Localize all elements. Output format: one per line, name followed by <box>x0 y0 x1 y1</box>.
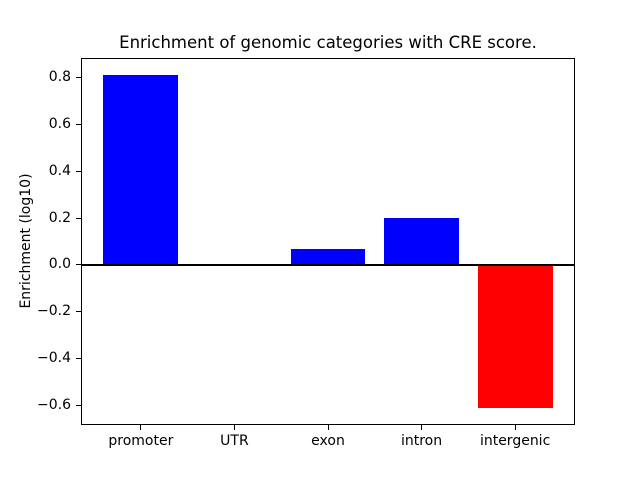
bar-exon <box>290 248 366 265</box>
y-tick-label: −0.6 <box>37 397 71 414</box>
x-tick-mark <box>327 425 329 430</box>
y-tick-mark <box>76 217 81 219</box>
y-tick-mark <box>76 311 81 313</box>
y-tick-label: −0.2 <box>37 303 71 320</box>
bar-intergenic <box>477 264 553 409</box>
plot-area <box>81 58 575 425</box>
bar-intron <box>384 218 459 265</box>
x-tick-mark <box>514 425 516 430</box>
y-tick-label: 0.0 <box>48 256 71 273</box>
bar-promoter <box>103 74 179 265</box>
chart-title: Enrichment of genomic categories with CR… <box>119 33 537 52</box>
y-tick-label: −0.4 <box>37 350 71 367</box>
y-tick-label: 0.6 <box>48 115 71 132</box>
x-tick-mark <box>140 425 142 430</box>
y-tick-mark <box>76 405 81 407</box>
x-tick-label: UTR <box>220 433 249 449</box>
y-tick-mark <box>76 123 81 125</box>
zero-line <box>81 263 575 266</box>
x-tick-label: exon <box>311 433 345 449</box>
y-tick-mark <box>76 76 81 78</box>
x-tick-mark <box>421 425 423 430</box>
y-tick-mark <box>76 358 81 360</box>
y-tick-mark <box>76 170 81 172</box>
y-tick-label: 0.8 <box>48 68 71 85</box>
y-axis-label: Enrichment (log10) <box>18 173 34 309</box>
x-tick-label: intron <box>400 433 443 449</box>
x-tick-label: promoter <box>108 433 174 449</box>
x-tick-mark <box>233 425 235 430</box>
y-tick-label: 0.2 <box>48 209 71 226</box>
x-tick-label: intergenic <box>479 433 551 449</box>
y-tick-label: 0.4 <box>48 162 71 179</box>
y-tick-mark <box>76 264 81 266</box>
